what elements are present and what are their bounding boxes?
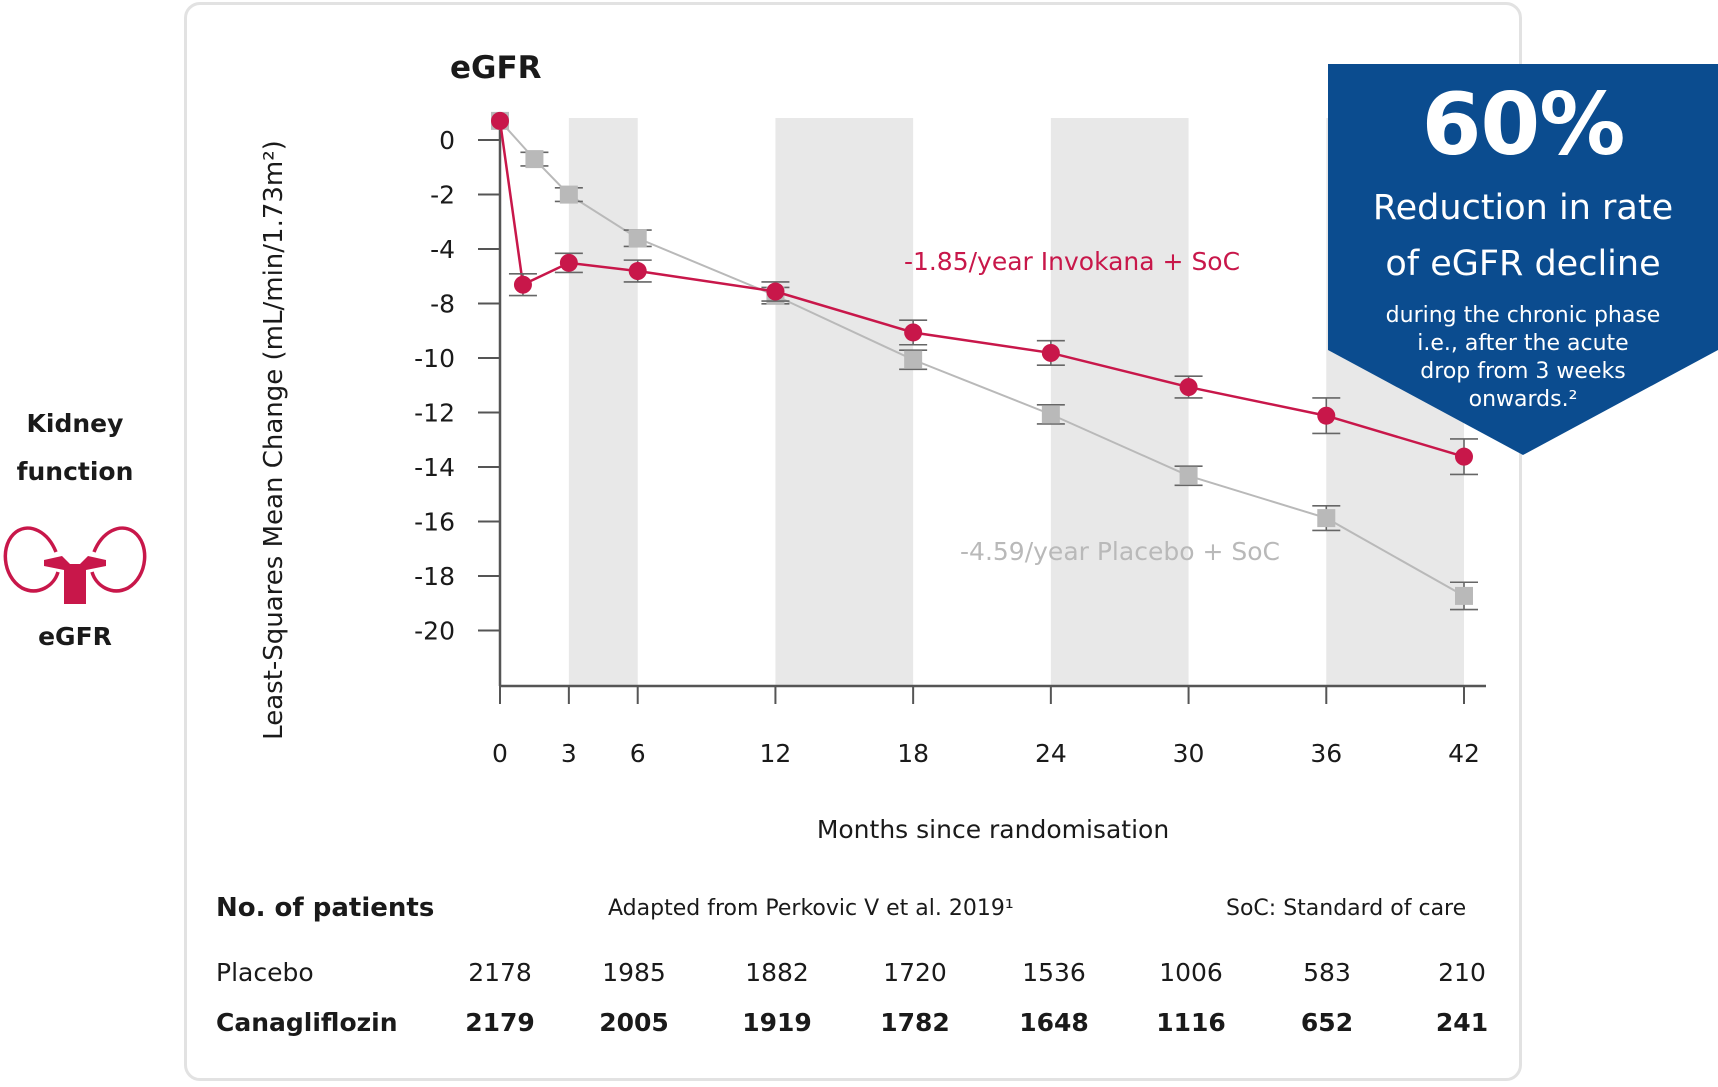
banner-percent: 60% bbox=[1421, 75, 1626, 175]
series-placebo bbox=[491, 111, 1478, 611]
patients-count-cell: 1536 bbox=[1022, 958, 1086, 987]
sidebar-title-line2: function bbox=[16, 457, 134, 486]
patients-count-cell: 1919 bbox=[742, 1008, 812, 1037]
kidney-icon bbox=[3, 526, 147, 604]
y-tick-label: -4 bbox=[430, 235, 455, 264]
y-tick-label: -16 bbox=[414, 508, 455, 537]
x-axis-ticks: 0 3 6 12 18 24 30 36 42 bbox=[492, 686, 1480, 768]
data-point bbox=[525, 150, 544, 169]
data-point bbox=[904, 350, 923, 369]
data-point bbox=[1041, 343, 1060, 362]
y-tick-label: -14 bbox=[414, 453, 455, 482]
invokana-series-label: -1.85/year Invokana + SoC bbox=[904, 247, 1240, 276]
reduction-banner: 60% Reduction in rate of eGFR decline du… bbox=[1328, 70, 1718, 414]
y-tick-label: -20 bbox=[414, 617, 455, 646]
soc-note: SoC: Standard of care bbox=[1226, 896, 1467, 921]
data-point bbox=[628, 262, 647, 281]
y-tick-label: -10 bbox=[414, 344, 455, 373]
banner-line3: during the chronic phase bbox=[1385, 303, 1661, 328]
x-tick-label: 24 bbox=[1035, 739, 1067, 768]
y-tick-label: -12 bbox=[414, 399, 455, 428]
banner-line6: onwards.² bbox=[1468, 387, 1578, 412]
x-tick-label: 30 bbox=[1173, 739, 1205, 768]
x-tick-label: 18 bbox=[897, 739, 929, 768]
shaded-band-2 bbox=[1050, 118, 1189, 686]
patients-count-cell: 1882 bbox=[745, 958, 809, 987]
patients-row-label: Placebo bbox=[216, 958, 314, 987]
data-point bbox=[513, 275, 532, 294]
kidney-function-panel: Kidney function eGFR bbox=[0, 400, 150, 651]
placebo-series-label: -4.59/year Placebo + SoC bbox=[960, 537, 1280, 566]
patients-count-cell: 1720 bbox=[883, 958, 947, 987]
data-point bbox=[1455, 447, 1473, 466]
shaded-band-1 bbox=[775, 118, 914, 686]
patients-count-cell: 1985 bbox=[602, 958, 666, 987]
chart-title: eGFR bbox=[450, 50, 542, 86]
shaded-band-0 bbox=[568, 118, 638, 686]
banner-line1: Reduction in rate bbox=[1372, 188, 1674, 228]
data-point bbox=[1179, 466, 1198, 485]
y-tick-label: -8 bbox=[430, 290, 455, 319]
x-tick-label: 6 bbox=[630, 739, 646, 768]
x-tick-label: 36 bbox=[1310, 739, 1342, 768]
data-point bbox=[1317, 406, 1336, 425]
data-point bbox=[1179, 378, 1198, 397]
x-tick-label: 42 bbox=[1448, 739, 1480, 768]
patients-count-cell: 652 bbox=[1300, 1008, 1354, 1037]
data-point bbox=[1455, 586, 1473, 605]
patients-count-cell: 583 bbox=[1303, 958, 1351, 987]
patients-count-cell: 2179 bbox=[465, 1008, 535, 1037]
data-point bbox=[559, 253, 578, 272]
sidebar-egfr-label: eGFR bbox=[38, 622, 112, 651]
data-point bbox=[766, 282, 785, 301]
patients-count-cell: 2005 bbox=[599, 1008, 669, 1037]
patients-count-cell: 1116 bbox=[1156, 1008, 1226, 1037]
data-point bbox=[1041, 405, 1060, 424]
y-axis-label: Least-Squares Mean Change (mL/min/1.73m²… bbox=[259, 140, 289, 740]
patients-count-cell: 210 bbox=[1438, 958, 1486, 987]
banner-shape bbox=[1328, 64, 1718, 455]
source-note: Adapted from Perkovic V et al. 2019¹ bbox=[608, 896, 1014, 921]
series-line bbox=[498, 120, 1465, 458]
y-tick-label: -18 bbox=[414, 562, 455, 591]
y-tick-label: -2 bbox=[430, 181, 455, 210]
patients-row-label: Canagliflozin bbox=[216, 1008, 398, 1037]
data-point bbox=[904, 323, 923, 342]
x-tick-label: 3 bbox=[561, 739, 577, 768]
sidebar-title-line1: Kidney bbox=[26, 409, 124, 438]
series-invokana bbox=[491, 111, 1478, 476]
y-tick-label: 0 bbox=[439, 126, 455, 155]
y-axis-ticks: 0 -2 -4 -8 -10 -12 -14 -16 -18 -20 bbox=[414, 126, 500, 646]
data-point bbox=[628, 229, 647, 248]
patients-count-cell: 2178 bbox=[468, 958, 532, 987]
patients-count-cell: 1006 bbox=[1159, 958, 1223, 987]
banner-line2: of eGFR decline bbox=[1385, 244, 1661, 284]
x-tick-label: 12 bbox=[760, 739, 792, 768]
x-tick-label: 0 bbox=[492, 739, 508, 768]
series-line bbox=[499, 120, 1465, 597]
banner-line5: drop from 3 weeks bbox=[1420, 359, 1626, 384]
patients-header: No. of patients bbox=[216, 893, 435, 923]
data-point bbox=[491, 111, 509, 130]
x-axis-label: Months since randomisation bbox=[817, 815, 1169, 844]
chart-axes bbox=[498, 114, 1486, 688]
patients-count-cell: 1782 bbox=[880, 1008, 950, 1037]
patients-count-cell: 241 bbox=[1435, 1008, 1489, 1037]
patients-count-cell: 1648 bbox=[1019, 1008, 1089, 1037]
banner-line4: i.e., after the acute bbox=[1417, 331, 1629, 356]
data-point bbox=[1317, 509, 1336, 528]
data-point bbox=[559, 185, 578, 204]
